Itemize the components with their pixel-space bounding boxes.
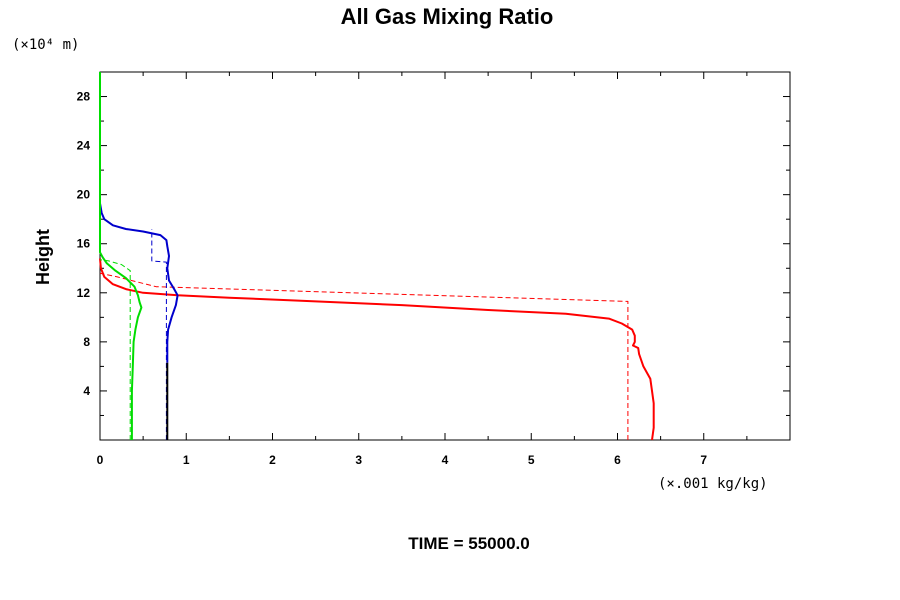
x-tick-label: 2	[269, 453, 276, 467]
x-tick-label: 4	[442, 453, 449, 467]
series-line-7	[99, 259, 131, 440]
y-tick-label: 16	[77, 237, 91, 251]
y-tick-label: 8	[83, 335, 90, 349]
x-tick-label: 6	[614, 453, 621, 467]
y-tick-label: 24	[77, 139, 91, 153]
y-tick-label: 4	[83, 384, 90, 398]
y-tick-label: 28	[77, 90, 91, 104]
plot-frame	[99, 71, 791, 441]
x-tick-label: 5	[528, 453, 535, 467]
y-tick-label: 12	[77, 286, 91, 300]
x-unit-label: (×.001 kg/kg)	[658, 476, 768, 492]
y-tick-label: 20	[77, 188, 91, 202]
x-tick-label: 7	[700, 453, 707, 467]
series-line-1	[99, 258, 655, 441]
x-tick-labels: 0 1 2 3 4 5 6 7	[97, 453, 708, 467]
y-tick-labels: 4 8 12 16 20 24 28	[77, 90, 91, 398]
x-tick-label: 3	[355, 453, 362, 467]
series-line-3	[99, 203, 179, 363]
chart-title: All Gas Mixing Ratio	[341, 4, 554, 29]
x-tick-label: 1	[183, 453, 190, 467]
y-axis-label: Height	[33, 229, 53, 285]
series-layer	[99, 72, 655, 441]
y-unit-label: (×10⁴ m)	[12, 37, 79, 53]
series-line-4	[151, 229, 167, 440]
axis-ticks	[99, 71, 791, 440]
series-line-2	[99, 272, 629, 440]
time-footer: TIME = 55000.0	[408, 534, 529, 553]
series-line-6	[99, 72, 143, 440]
x-tick-label: 0	[97, 453, 104, 467]
